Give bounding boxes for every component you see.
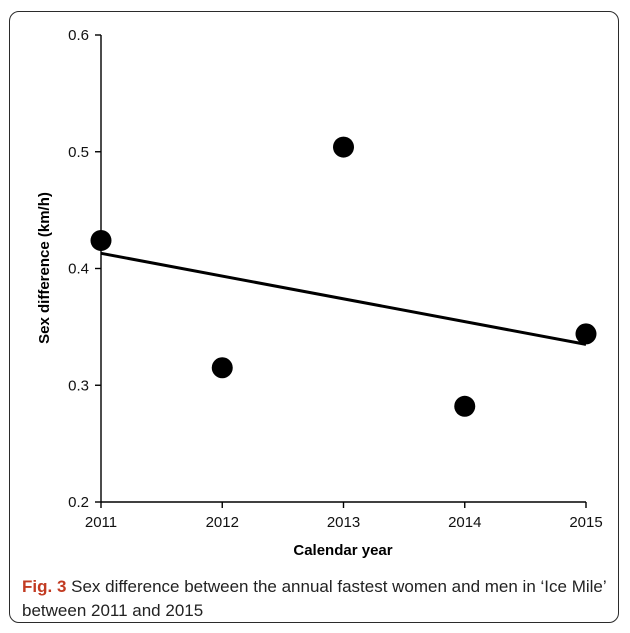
data-point — [575, 323, 597, 345]
x-tick-label: 2015 — [569, 514, 602, 531]
figure-frame — [9, 11, 619, 623]
y-axis-title: Sex difference (km/h) — [36, 192, 53, 344]
y-tick-label: 0.2 — [68, 494, 89, 511]
x-axis-title: Calendar year — [293, 542, 392, 559]
trendline — [100, 251, 587, 346]
x-tick-label: 2014 — [448, 514, 481, 531]
data-point — [90, 229, 112, 251]
y-tick-label: 0.4 — [68, 261, 89, 278]
data-point — [333, 136, 354, 158]
y-tick-label: 0.5 — [68, 144, 89, 161]
trendline-group — [100, 251, 587, 346]
x-tick-label: 2013 — [327, 514, 360, 531]
caption-text: Sex difference between the annual fastes… — [22, 577, 607, 620]
y-axis-ticks: 0.2 0.3 0.4 0.5 0.6 — [68, 27, 101, 511]
y-tick-label: 0.3 — [68, 377, 89, 394]
data-points — [90, 136, 597, 417]
x-axis-ticks: 2011 2012 2013 2014 2015 — [85, 502, 603, 531]
figure-caption: Fig. 3 Sex difference between the annual… — [22, 575, 612, 623]
x-tick-label: 2012 — [206, 514, 239, 531]
figure-label: Fig. 3 — [22, 577, 67, 596]
data-point — [454, 395, 476, 417]
y-tick-label: 0.6 — [68, 27, 89, 44]
x-tick-label: 2011 — [85, 514, 117, 531]
data-point — [211, 357, 233, 379]
